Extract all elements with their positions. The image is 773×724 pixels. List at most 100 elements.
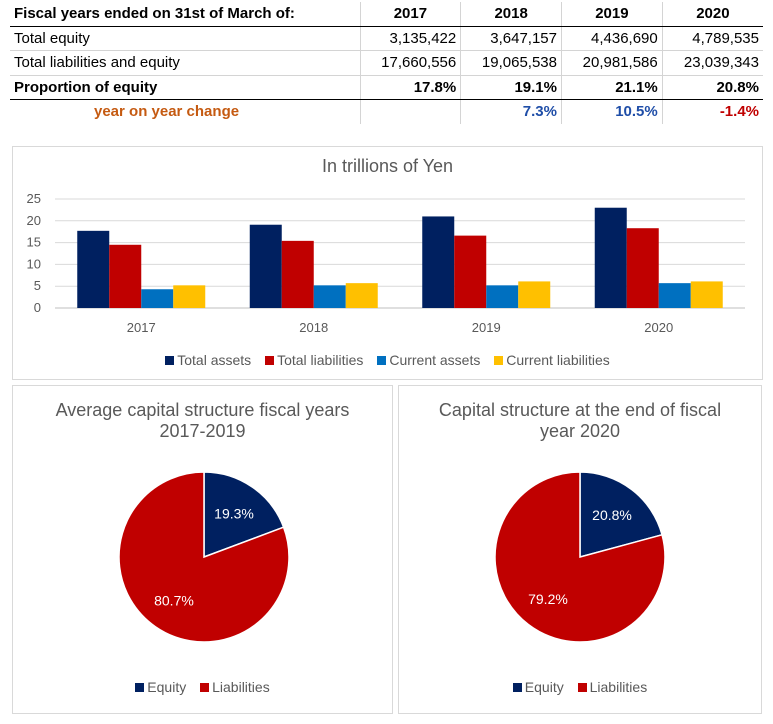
- legend-item: Equity: [135, 679, 186, 695]
- pie-chart-panel-2020: Capital structure at the end of fiscal y…: [398, 385, 762, 714]
- legend-label: Equity: [147, 679, 187, 695]
- legend-label: Current assets: [389, 352, 481, 368]
- pie-data-label: 79.2%: [528, 591, 568, 607]
- pie-chart: 20.8% 79.2%: [494, 471, 666, 643]
- legend-label: Liabilities: [212, 679, 270, 695]
- x-tick-label: 2019: [472, 320, 501, 335]
- cell-value: 20,981,586: [561, 50, 663, 76]
- legend-label: Liabilities: [589, 679, 648, 695]
- legend-swatch: [577, 683, 587, 692]
- header-year: 2018: [460, 2, 562, 27]
- table-row-total-liabilities-equity: Total liabilities and equity 17,660,556 …: [10, 50, 763, 76]
- cell-value: 19.1%: [460, 75, 562, 100]
- cell-value: 3,647,157: [460, 26, 562, 51]
- legend-label: Current liabilities: [506, 352, 610, 368]
- legend-swatch: [165, 356, 175, 365]
- x-tick-label: 2018: [299, 320, 328, 335]
- legend-label: Equity: [524, 679, 564, 695]
- legend-item: Total assets: [165, 352, 251, 368]
- legend-item: Liabilities: [577, 679, 648, 695]
- cell-value: 21.1%: [561, 75, 663, 100]
- bar-current-liabilities: [690, 281, 723, 308]
- legend-swatch: [377, 356, 387, 365]
- legend-label: Total liabilities: [277, 352, 364, 368]
- cell-value-positive: 10.5%: [561, 99, 663, 124]
- cell-value: 17.8%: [359, 75, 461, 100]
- bar-current-assets: [658, 283, 691, 308]
- chart-title: Average capital structure fiscal years 2…: [55, 400, 350, 441]
- chart-legend: Equity Liabilities: [13, 679, 392, 695]
- bar-total-assets: [422, 216, 455, 308]
- y-tick-label: 5: [34, 278, 41, 293]
- table-header-row: Fiscal years ended on 31st of March of: …: [10, 2, 763, 27]
- cell-value: 4,436,690: [561, 26, 663, 51]
- legend-swatch: [265, 356, 275, 365]
- pie-data-label: 19.3%: [214, 506, 254, 522]
- legend-item: Liabilities: [200, 679, 270, 695]
- pie-chart-panel-average: Average capital structure fiscal years 2…: [12, 385, 393, 714]
- row-label: Proportion of equity: [10, 75, 360, 100]
- cell-value: 20.8%: [661, 75, 763, 100]
- table-row-yoy-change: year on year change 7.3% 10.5% -1.4%: [10, 99, 763, 124]
- chart-title: Capital structure at the end of fiscal y…: [438, 400, 722, 441]
- pie-slice-equity: [203, 471, 285, 559]
- cell-value: 17,660,556: [359, 50, 461, 76]
- pie-data-label: 80.7%: [154, 592, 194, 608]
- bar-total-liabilities: [626, 228, 659, 308]
- cell-value: 23,039,343: [661, 50, 763, 76]
- legend-swatch: [135, 683, 145, 692]
- bar-total-liabilities: [454, 235, 487, 308]
- chart-legend: Total assets Total liabilities Current a…: [13, 352, 762, 368]
- row-label: year on year change: [94, 103, 240, 121]
- financial-table: Fiscal years ended on 31st of March of: …: [10, 2, 763, 124]
- bar-chart-panel: In trillions of Yen 0 5 10 15 20 25 2017 2018 20…: [12, 146, 763, 380]
- cell-value: 19,065,538: [460, 50, 562, 76]
- legend-item: Total liabilities: [265, 352, 363, 368]
- cell-value: 3,135,422: [359, 26, 461, 51]
- bar-total-assets: [594, 207, 627, 308]
- bar-current-liabilities: [345, 283, 378, 308]
- x-tick-label: 2017: [127, 320, 156, 335]
- legend-item: Current assets: [377, 352, 480, 368]
- pie-chart: 19.3% 80.7%: [118, 471, 290, 643]
- cell-value-positive: 7.3%: [460, 99, 562, 124]
- header-label: Fiscal years ended on 31st of March of:: [10, 2, 360, 27]
- pie-slice-equity: [579, 471, 663, 558]
- bar-total-assets: [77, 230, 110, 308]
- chart-legend: Equity Liabilities: [399, 679, 761, 695]
- y-tick-label: 0: [34, 300, 41, 315]
- table-row-total-equity: Total equity 3,135,422 3,647,157 4,436,6…: [10, 26, 763, 51]
- header-year: 2019: [561, 2, 663, 27]
- chart-title: In trillions of Yen: [321, 156, 454, 176]
- y-tick-label: 20: [27, 213, 41, 228]
- cell-value: [359, 99, 461, 124]
- header-year: 2020: [661, 2, 763, 27]
- bar-current-assets: [313, 285, 346, 308]
- x-tick-label: 2020: [644, 320, 673, 335]
- bar-chart: 0 5 10 15 20 25 2017 2018 2019 2020: [27, 191, 745, 335]
- row-label: Total liabilities and equity: [10, 50, 360, 76]
- row-label: Total equity: [10, 26, 360, 51]
- bar-total-assets: [249, 224, 282, 308]
- cell-value: 4,789,535: [661, 26, 763, 51]
- bar-current-liabilities: [518, 281, 551, 308]
- legend-swatch: [494, 356, 504, 365]
- legend-item: Equity: [512, 679, 564, 695]
- bar-total-liabilities: [281, 240, 314, 308]
- bar-current-liabilities: [173, 285, 206, 308]
- y-tick-label: 25: [27, 191, 41, 206]
- table-row-proportion-equity: Proportion of equity 17.8% 19.1% 21.1% 2…: [10, 75, 763, 100]
- bar-current-assets: [486, 285, 519, 308]
- legend-label: Total assets: [177, 352, 252, 368]
- legend-swatch: [200, 683, 210, 692]
- bar-current-assets: [141, 289, 174, 308]
- cell-value-negative: -1.4%: [661, 99, 763, 124]
- pie-slice-liabilities: [494, 471, 666, 643]
- legend-swatch: [512, 683, 522, 692]
- y-tick-label: 15: [27, 235, 41, 250]
- pie-slice-liabilities: [118, 471, 290, 643]
- bar-total-liabilities: [109, 244, 142, 308]
- pie-data-label: 20.8%: [592, 507, 632, 523]
- header-year: 2017: [359, 2, 461, 27]
- y-tick-label: 10: [27, 256, 41, 271]
